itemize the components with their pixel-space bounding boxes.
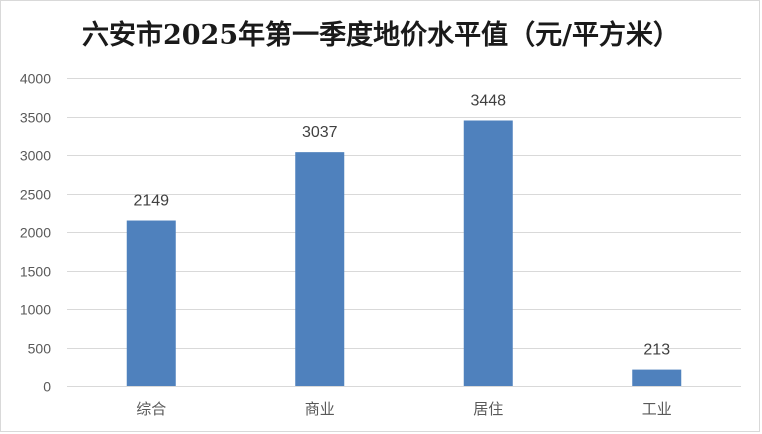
y-tick-label: 2500 [20,187,51,203]
bar-2 [463,120,513,386]
y-tick-label: 500 [28,341,52,357]
y-tick-label: 1500 [20,264,51,280]
bar-3 [632,369,682,386]
y-tick-label: 4000 [20,71,51,87]
x-category-label: 工业 [642,400,672,418]
chart-title: 六安市2025年第一季度地价水平值（元/平方米） [82,19,680,51]
x-category-label: 居住 [473,400,503,418]
x-category-label: 商业 [305,400,335,418]
y-axis-ticks: 0 500 1000 1500 2000 2500 3000 3500 4000 [20,71,51,395]
data-label: 3037 [302,124,338,141]
data-label: 213 [643,342,670,359]
bars [126,120,682,386]
bar-1 [295,152,345,386]
y-tick-label: 3000 [20,148,51,164]
bar-0 [126,220,176,386]
y-tick-label: 0 [43,379,51,395]
data-label: 3448 [470,93,506,110]
y-tick-label: 2000 [20,225,51,241]
gridlines [67,78,741,387]
x-category-label: 综合 [136,400,166,418]
data-labels: 2149 3037 3448 213 [133,93,670,359]
y-tick-label: 1000 [20,302,51,318]
y-tick-label: 3500 [20,110,51,126]
x-axis-categories: 综合 商业 居住 工业 [136,400,672,418]
data-label: 2149 [133,193,169,210]
